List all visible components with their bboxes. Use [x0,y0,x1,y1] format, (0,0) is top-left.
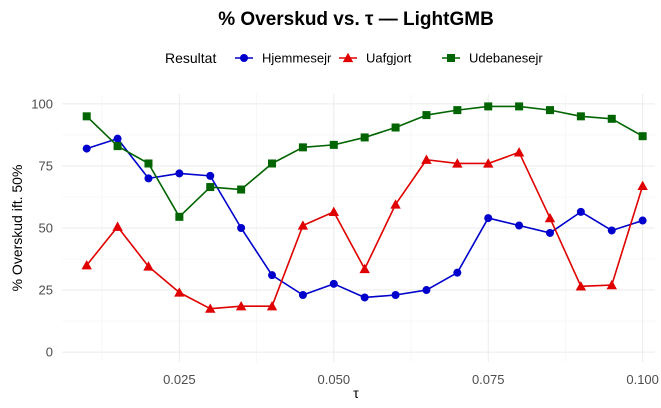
legend-label-uafgjort: Uafgjort [366,51,412,66]
data-point-uafgjort [544,212,556,223]
y-tick-label: 25 [39,283,53,298]
series-line-udebanesejr [86,105,644,218]
legend-item-udebanesejr: Udebanesejr [442,51,543,66]
legend: Resultat Hjemmesejr Uafgjort Udebanesejr [165,50,543,66]
data-point-udebanesejr [329,140,338,149]
data-point-hjemmesejr [545,228,554,237]
data-point-uafgjort [112,221,123,231]
data-point-uafgjort [421,154,432,164]
data-point-udebanesejr [360,133,369,142]
data-point-uafgjort [359,263,370,274]
data-point-hjemmesejr [206,171,215,180]
data-point-udebanesejr [298,143,307,152]
data-point-udebanesejr [144,159,153,168]
data-point-uafgjort [81,260,92,270]
data-point-udebanesejr [237,185,246,194]
data-point-uafgjort [390,199,401,209]
data-point-hjemmesejr [515,221,524,230]
series-hjemmesejr [82,134,647,302]
data-point-uafgjort [452,158,463,168]
data-point-udebanesejr [113,142,122,151]
data-point-hjemmesejr [453,268,462,277]
data-point-udebanesejr [82,112,91,121]
data-point-udebanesejr [484,102,493,111]
legend-label-hjemmesejr: Hjemmesejr [262,51,332,66]
series-line-hjemmesejr [86,137,643,299]
data-point-hjemmesejr [391,291,400,299]
legend-title: Resultat [165,50,216,66]
y-tick-label: 0 [46,345,53,360]
chart-title: % Overskud vs. τ — LightGMB [218,9,494,30]
plot-area: 0.025 0.050 0.075 0.100 0 25 50 75 100 [31,94,659,387]
data-point-udebanesejr [515,102,524,111]
data-point-uafgjort [174,287,185,297]
data-point-udebanesejr [391,123,400,132]
data-point-udebanesejr [545,106,554,115]
x-tick-label: 0.025 [163,372,196,387]
series-line-uafgjort [86,151,644,310]
x-tick-label: 0.075 [472,372,505,387]
data-point-uafgjort [266,300,278,311]
data-point-hjemmesejr [607,226,616,235]
data-point-hjemmesejr [360,293,369,302]
data-point-uafgjort [575,281,587,291]
y-axis-title: % Overskud ift. 50% [9,165,25,292]
data-point-uafgjort [235,300,247,311]
x-axis-title: τ [353,385,359,401]
data-point-hjemmesejr [268,271,277,280]
data-point-hjemmesejr [422,286,431,295]
y-tick-label: 50 [39,221,53,236]
data-point-udebanesejr [453,106,462,115]
data-point-uafgjort [637,180,648,190]
data-point-udebanesejr [268,159,277,168]
data-point-udebanesejr [422,111,431,120]
series-udebanesejr [82,102,647,221]
data-point-uafgjort [205,303,216,313]
data-point-udebanesejr [206,183,215,192]
data-point-hjemmesejr [113,134,122,143]
data-point-hjemmesejr [638,216,647,225]
data-point-hjemmesejr [82,144,91,153]
y-tick-label: 100 [31,96,53,111]
data-point-uafgjort [513,147,525,157]
legend-item-hjemmesejr: Hjemmesejr [235,51,332,66]
data-point-udebanesejr [175,212,184,221]
legend-item-uafgjort: Uafgjort [339,51,412,66]
x-tick-label: 0.050 [318,372,351,387]
data-point-hjemmesejr [484,214,493,223]
data-point-hjemmesejr [237,224,246,232]
series-uafgjort [81,147,648,313]
data-point-udebanesejr [607,114,616,123]
data-point-uafgjort [143,261,154,271]
data-point-udebanesejr [576,112,585,121]
legend-marker-hjemmesejr [240,54,248,62]
data-point-hjemmesejr [329,279,338,288]
data-point-hjemmesejr [298,291,307,299]
y-tick-label: 75 [39,158,53,173]
data-point-uafgjort [328,206,339,217]
data-point-hjemmesejr [175,169,184,178]
data-point-uafgjort [297,220,309,230]
data-point-uafgjort [606,279,617,290]
legend-marker-uafgjort [342,52,354,63]
data-point-uafgjort [483,158,494,168]
legend-marker-udebanesejr [447,54,455,62]
legend-label-udebanesejr: Udebanesejr [469,51,543,66]
data-point-udebanesejr [638,132,647,141]
data-point-hjemmesejr [576,207,585,216]
x-tick-label: 0.100 [626,372,659,387]
data-point-hjemmesejr [144,174,153,183]
